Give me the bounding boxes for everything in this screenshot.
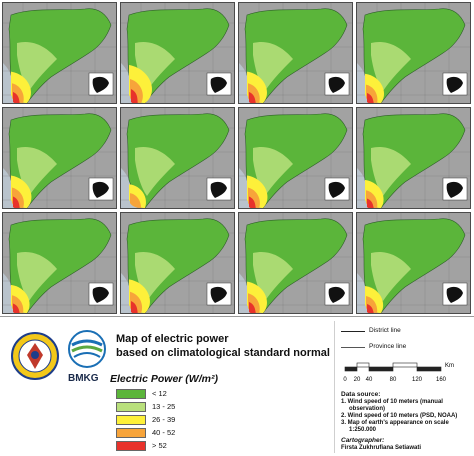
scale-tick-label: 20: [354, 377, 361, 383]
legend-class: > 52: [116, 441, 226, 451]
monthly-map-panel: [120, 2, 235, 104]
region-class-2: [371, 146, 411, 196]
legend-title: Electric Power (W/m²): [110, 373, 218, 385]
region-class-2: [17, 41, 57, 91]
data-source-heading: Data source:: [341, 391, 381, 398]
inset-island-shape: [210, 76, 227, 93]
monthly-map-panel: [2, 2, 117, 104]
scale-tick-label: 40: [366, 377, 373, 383]
legend-swatch: [116, 389, 146, 399]
scale-tick-label: 0: [343, 377, 347, 383]
legend-label: > 52: [152, 441, 167, 450]
region-class-2: [135, 146, 175, 196]
inset-island-shape: [92, 286, 109, 303]
map-grid: [2, 2, 472, 314]
region-class-2: [17, 251, 57, 301]
region-class-2: [253, 251, 293, 301]
university-logo: [11, 332, 59, 380]
legend-class: 40 - 52: [116, 428, 226, 438]
region-class-2: [371, 251, 411, 301]
region-class-5: [249, 196, 256, 208]
scale-tick-label: 160: [436, 377, 447, 383]
region-class-5: [13, 303, 20, 313]
scale-segment: [416, 366, 442, 372]
scale-tick-label: 80: [390, 377, 397, 383]
region-class-5: [367, 198, 374, 208]
region-class-2: [371, 41, 411, 91]
monthly-map-panel: [356, 2, 471, 104]
scale-segment: [368, 366, 394, 372]
cartographer-heading: Cartographer:: [341, 437, 385, 444]
inset-island-shape: [328, 76, 345, 93]
monthly-map-panel: [120, 212, 235, 314]
inset-island-shape: [446, 181, 463, 198]
legend-label: 40 - 52: [152, 428, 176, 437]
data-source-item: observation): [349, 406, 386, 412]
region-class-5: [131, 301, 138, 313]
map-title-line-2: based on climatological standard normal: [116, 347, 330, 359]
region-class-5: [131, 89, 138, 103]
region-class-5: [13, 92, 20, 103]
legend-swatch: [116, 402, 146, 412]
legend-class: 26 - 39: [116, 415, 226, 425]
region-class-5: [367, 93, 374, 103]
district-line-label: District line: [369, 327, 401, 334]
inset-island-shape: [328, 181, 345, 198]
scale-segment: [392, 362, 418, 368]
region-class-5: [367, 304, 374, 313]
bmkg-logo: [68, 330, 106, 368]
legend-swatch: [116, 441, 146, 451]
legend-label: < 12: [152, 389, 167, 398]
monthly-map-panel: [2, 212, 117, 314]
region-class-5: [249, 92, 256, 103]
region-class-5: [13, 196, 20, 208]
map-info-box: District line Province line 0 20 40 80 120 16…: [334, 321, 472, 453]
scale-unit: Km: [445, 363, 454, 369]
inset-island-shape: [210, 181, 227, 198]
legend-label: 13 - 25: [152, 402, 176, 411]
scale-bar: 0 20 40 80 120 160 Km: [343, 362, 454, 383]
data-source-item: 1. Wind speed of 10 meters (manual: [341, 399, 443, 405]
data-source-item: 2. Wind speed of 10 meters (PSD, NOAA): [341, 413, 458, 419]
legend-class: < 12: [116, 389, 226, 399]
monthly-map-panel: [238, 2, 353, 104]
scale-tick-label: 120: [412, 377, 423, 383]
monthly-map-panel: [2, 107, 117, 209]
agency-label: BMKG: [68, 373, 99, 384]
data-source-item: 1:250.000: [349, 427, 377, 433]
inset-island-shape: [446, 76, 463, 93]
inset-island-shape: [92, 181, 109, 198]
legend-swatch: [116, 428, 146, 438]
monthly-map-panel: [120, 107, 235, 209]
district-line-sample: [341, 331, 365, 332]
inset-island-shape: [446, 286, 463, 303]
legend-class: 13 - 25: [116, 402, 226, 412]
scale-segment: [356, 362, 370, 368]
data-source-item: 3. Map of earth's appearance on scale: [341, 420, 449, 426]
province-line-sample: [341, 347, 365, 348]
legend-panel: BMKG Map of electric power based on clim…: [0, 316, 474, 456]
region-class-5: [249, 302, 256, 313]
region-class-2: [253, 41, 293, 91]
region-class-4: [130, 193, 142, 208]
monthly-map-panel: [356, 107, 471, 209]
region-class-2: [17, 146, 57, 196]
inset-island-shape: [210, 286, 227, 303]
monthly-map-panel: [238, 107, 353, 209]
scale-segment: [344, 366, 358, 372]
monthly-map-panel: [356, 212, 471, 314]
region-class-2: [253, 146, 293, 196]
inset-island-shape: [328, 286, 345, 303]
legend-swatch: [116, 415, 146, 425]
province-line-label: Province line: [369, 343, 407, 350]
map-title-line-1: Map of electric power: [116, 333, 229, 345]
inset-island-shape: [92, 76, 109, 93]
legend-label: 26 - 39: [152, 415, 176, 424]
monthly-map-panel: [238, 212, 353, 314]
cartographer-name: Firsta Zukhrufiana Setiawati: [341, 445, 422, 451]
